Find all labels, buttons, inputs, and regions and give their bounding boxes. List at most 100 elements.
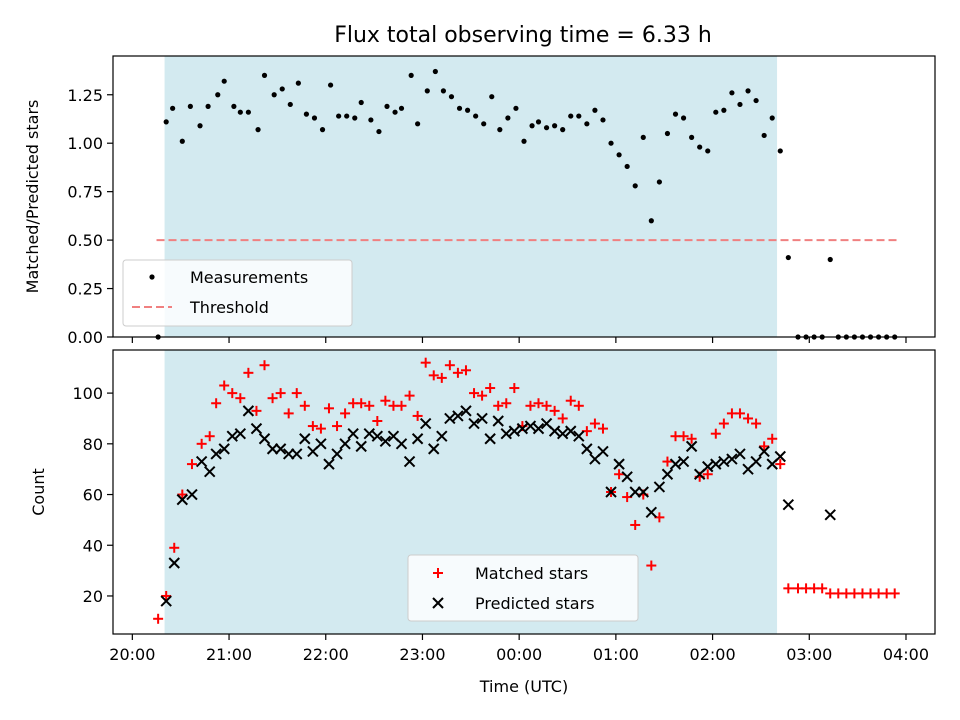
measurement-point bbox=[481, 121, 487, 127]
predicted-star-point bbox=[556, 427, 569, 440]
measurement-point bbox=[640, 134, 646, 140]
predicted-star-point bbox=[186, 488, 198, 501]
predicted-star-point bbox=[758, 445, 770, 458]
series-measurements bbox=[155, 68, 898, 340]
matched-star-point bbox=[460, 365, 471, 376]
predicted-star-point bbox=[824, 509, 836, 521]
predicted-star-point bbox=[403, 455, 416, 468]
measurement-point bbox=[656, 179, 662, 185]
matched-star-point bbox=[267, 393, 278, 404]
matched-star-point bbox=[372, 416, 383, 426]
matched-star-point bbox=[485, 383, 496, 394]
matched-star-point bbox=[420, 357, 431, 368]
measurement-point bbox=[327, 82, 334, 88]
y-axis-label: Count bbox=[29, 468, 48, 516]
matched-star-point bbox=[541, 400, 552, 411]
top-panel: 0.00 0.25 0.50 0.75 1.00 1.25 Matched/Predicte… bbox=[23, 55, 936, 347]
matched-star-point bbox=[161, 590, 172, 601]
x-tick-label: 04:00 bbox=[883, 645, 929, 664]
x-tick-label: 00:00 bbox=[496, 645, 542, 664]
predicted-star-point bbox=[597, 445, 609, 458]
measurement-point bbox=[785, 254, 791, 261]
predicted-star-point bbox=[411, 433, 424, 445]
measurement-point bbox=[624, 163, 630, 170]
measurement-point bbox=[464, 107, 471, 113]
matched-star-point bbox=[299, 400, 310, 411]
measurement-point bbox=[584, 121, 590, 127]
matched-star-point bbox=[734, 408, 745, 419]
matched-star-point bbox=[783, 583, 794, 594]
x-tick-label: 03:00 bbox=[786, 645, 832, 664]
predicted-star-point bbox=[726, 453, 738, 465]
matched-star-point bbox=[177, 489, 188, 500]
predicted-star-point bbox=[581, 443, 593, 455]
series-predicted-stars bbox=[160, 405, 836, 607]
predicted-star-point bbox=[234, 427, 247, 440]
measurement-point bbox=[689, 134, 695, 140]
predicted-star-point bbox=[685, 440, 698, 453]
matched-star-point bbox=[662, 456, 673, 467]
y-tick-label: 80 bbox=[83, 435, 103, 454]
predicted-star-point bbox=[452, 410, 464, 422]
matched-star-point bbox=[204, 431, 215, 442]
matched-star-point bbox=[436, 372, 447, 383]
measurement-point bbox=[303, 111, 310, 117]
predicted-star-point bbox=[565, 425, 577, 437]
predicted-star-point bbox=[532, 422, 545, 435]
matched-star-point bbox=[186, 459, 197, 470]
measurement-point bbox=[456, 105, 463, 111]
predicted-star-point bbox=[718, 455, 730, 468]
bottom-plot-frame bbox=[112, 349, 936, 635]
matched-star-point bbox=[477, 390, 488, 401]
matched-star-point bbox=[227, 388, 238, 399]
matched-star-point bbox=[702, 469, 713, 480]
predicted-star-point bbox=[371, 430, 384, 442]
measurement-point bbox=[616, 152, 622, 158]
matched-star-point bbox=[597, 423, 608, 434]
measurement-point bbox=[311, 115, 318, 121]
matched-star-point bbox=[817, 583, 828, 594]
matched-star-point bbox=[501, 398, 512, 409]
matched-star-point bbox=[759, 441, 770, 452]
matched-star-point bbox=[573, 400, 584, 411]
measurement-point bbox=[237, 109, 243, 115]
measurement-point bbox=[648, 218, 654, 224]
predicted-star-point bbox=[379, 435, 392, 447]
measurement-point bbox=[552, 123, 558, 129]
matched-star-point bbox=[364, 400, 375, 411]
measurement-point bbox=[632, 183, 638, 189]
measurement-point bbox=[231, 103, 237, 109]
measurement-point bbox=[245, 109, 251, 115]
predicted-star-point bbox=[710, 458, 722, 470]
predicted-star-point bbox=[782, 498, 795, 511]
predicted-star-point bbox=[508, 425, 521, 437]
measurement-point bbox=[163, 119, 169, 125]
legend-label: Predicted stars bbox=[475, 594, 595, 613]
measurement-point bbox=[432, 68, 438, 75]
matched-star-point bbox=[452, 367, 463, 378]
matched-star-point bbox=[251, 405, 262, 416]
predicted-star-point bbox=[702, 460, 714, 473]
measurement-point bbox=[197, 123, 203, 129]
predicted-star-point bbox=[774, 450, 786, 463]
y-tick-label: 0.75 bbox=[67, 183, 103, 202]
predicted-star-point bbox=[195, 455, 208, 468]
predicted-star-point bbox=[428, 443, 440, 455]
matched-star-point bbox=[589, 418, 600, 429]
matched-star-point bbox=[630, 519, 641, 530]
matched-star-point bbox=[509, 383, 520, 394]
y-tick-label: 1.00 bbox=[67, 134, 103, 153]
matched-star-point bbox=[767, 433, 778, 444]
legend-box bbox=[407, 554, 639, 622]
matched-star-point bbox=[710, 428, 721, 439]
measurement-point bbox=[721, 107, 727, 113]
measurement-point bbox=[753, 97, 759, 104]
measurement-point bbox=[187, 103, 193, 109]
y-tick-label: 0.00 bbox=[67, 328, 103, 347]
matched-star-point bbox=[291, 388, 302, 399]
matched-star-point bbox=[557, 413, 568, 424]
measurement-point bbox=[497, 127, 503, 133]
measurement-point bbox=[769, 115, 775, 121]
predicted-star-point bbox=[524, 420, 537, 432]
matched-star-point bbox=[332, 421, 343, 432]
